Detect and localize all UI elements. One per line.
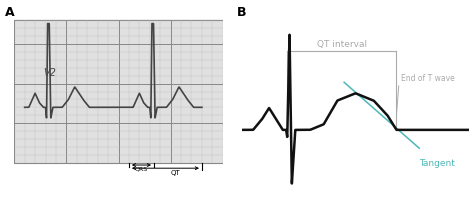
Text: B: B — [237, 6, 246, 19]
Text: End of T wave: End of T wave — [401, 74, 455, 83]
Text: QT interval: QT interval — [317, 40, 367, 49]
Text: QT: QT — [171, 170, 181, 176]
Text: Tangent: Tangent — [419, 159, 455, 168]
Text: A: A — [5, 6, 14, 19]
Text: QRS: QRS — [135, 167, 148, 172]
Text: V2: V2 — [44, 68, 56, 78]
